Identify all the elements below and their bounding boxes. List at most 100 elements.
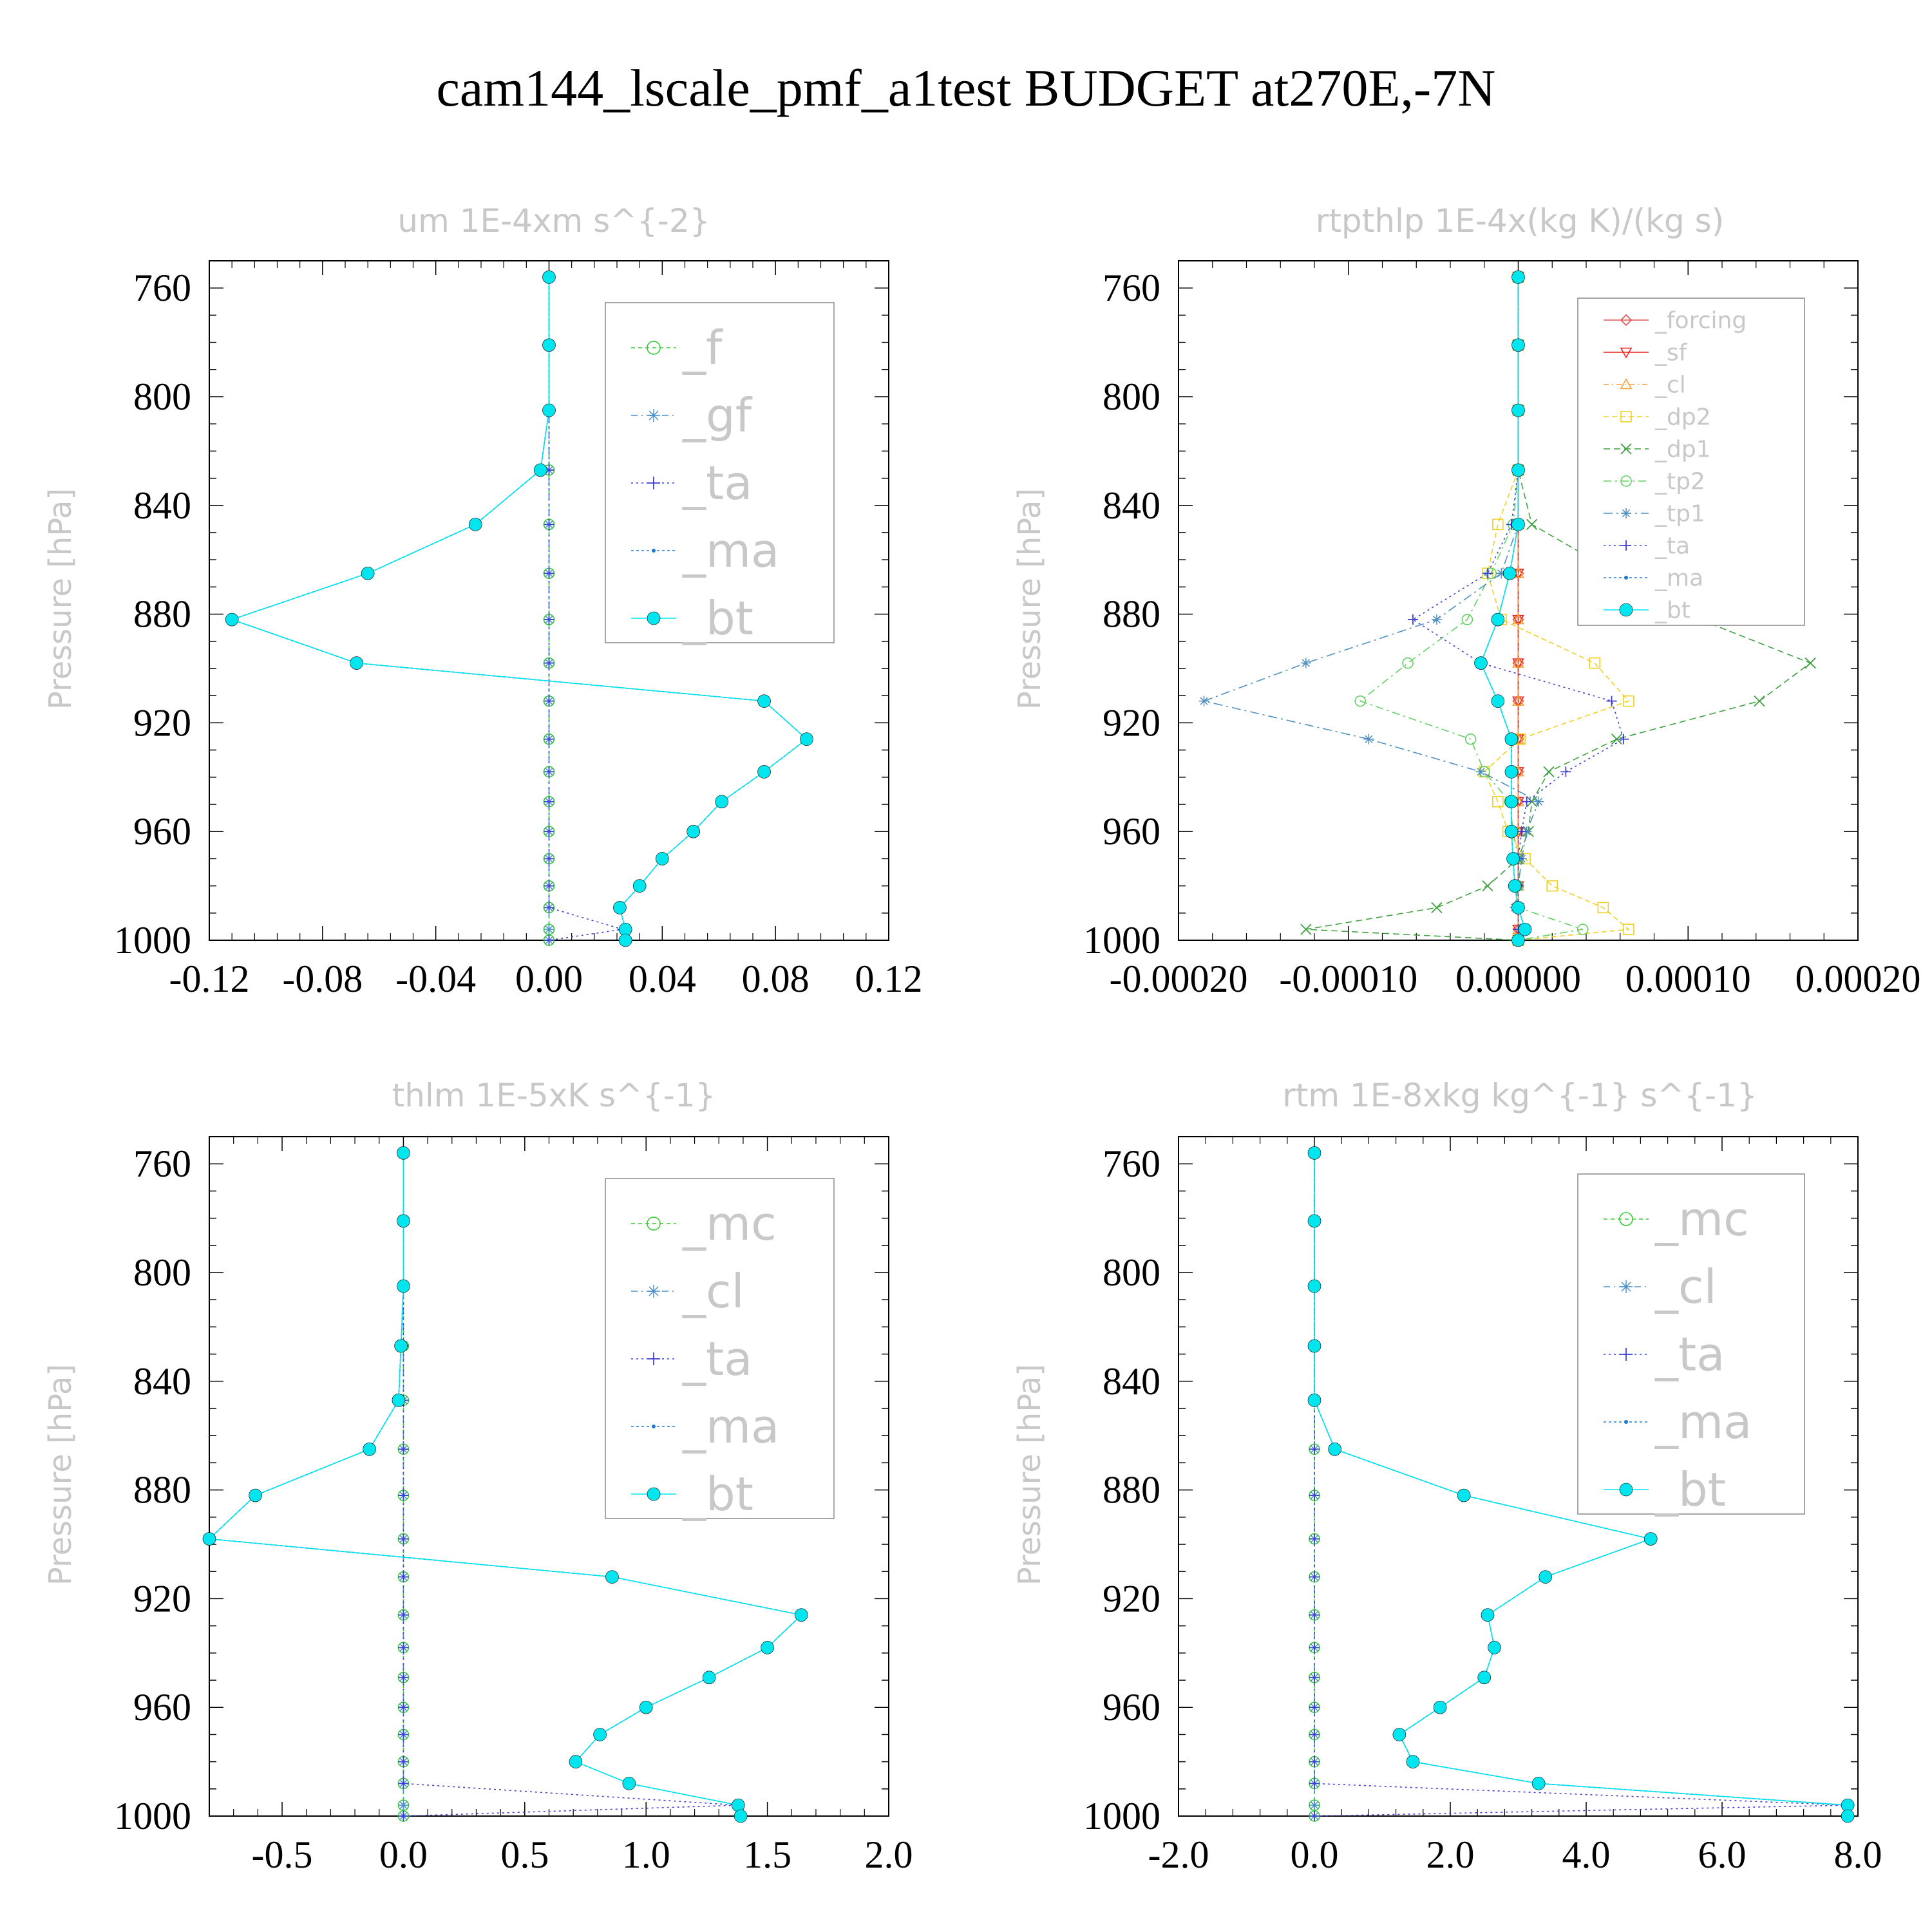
data-point [1491,612,1505,627]
data-point [202,1532,216,1546]
y-tick-label: 920 [133,701,191,744]
legend-marker [1620,378,1633,390]
data-point [1611,734,1623,745]
data-point [1511,403,1525,417]
data-point [398,1490,409,1501]
data-point [1307,1146,1321,1160]
legend-entry: _mc [1654,1192,1749,1246]
data-point [1354,695,1367,707]
y-axis-label-rtpthlp: Pressure [hPa] [1012,488,1048,710]
data-point [1461,614,1473,625]
data-point [398,1444,409,1455]
data-point [398,1729,409,1740]
legend-entry: _dp2 [1654,404,1711,431]
data-point [1475,766,1486,777]
y-tick-label: 800 [1103,1251,1160,1294]
data-point [398,1778,409,1789]
y-tick-label: 760 [133,267,191,309]
x-tick-label: 1.5 [743,1833,791,1876]
data-point [1618,734,1629,744]
data-point [1309,1490,1320,1501]
legend-entry: _bt [682,591,753,645]
data-point [1309,1533,1320,1544]
legend: _forcing _sf _cl _dp2 _dp1 _tp2 _tp1 _ta _ma _bt [1577,298,1805,626]
y-tick-label: 1000 [114,1795,191,1837]
series-bt [225,270,813,947]
data-point [613,901,627,914]
x-tick-label: 4.0 [1562,1833,1611,1876]
series-bt [1307,1146,1855,1823]
data-point [593,1728,607,1741]
data-point [398,1642,409,1653]
data-point [1309,1609,1320,1620]
data-point [544,568,554,579]
data-point [800,732,813,746]
data-point [632,879,647,893]
data-point [732,1798,745,1812]
legend-box [1577,1173,1805,1515]
data-point [392,1394,406,1407]
legend-entry: _ma [1654,565,1703,592]
y-tick-label: 880 [1103,593,1160,636]
data-point [350,656,363,670]
data-point [1464,733,1477,745]
legend-entry: _ma [682,524,779,578]
data-point [1511,338,1525,352]
x-tick-label: -0.00010 [1279,958,1417,1000]
legend-marker [647,409,660,422]
data-point [1526,518,1538,530]
data-point [1512,694,1524,706]
legend-entry: _tp1 [1654,501,1705,527]
data-point [544,902,554,913]
data-point [702,1671,716,1685]
data-point [1309,1756,1320,1767]
legend-marker [1620,443,1632,455]
data-point [1307,1279,1321,1293]
data-point [1511,270,1525,284]
data-point [1392,1728,1406,1741]
y-tick-label: 840 [133,1360,191,1403]
legend-entry: _bt [1654,1463,1726,1517]
data-point [544,880,554,891]
data-point [1506,852,1520,866]
legend-marker [1620,347,1633,359]
data-point [1597,902,1609,914]
data-point [1804,657,1816,669]
legend-marker [652,1425,656,1428]
data-point [542,270,556,284]
y-tick-label: 880 [133,593,191,636]
legend-marker [1621,508,1631,518]
y-tick-label: 960 [1103,810,1160,853]
legend-entry: _ma [1654,1395,1752,1449]
y-tick-label: 920 [133,1577,191,1620]
data-point [1300,658,1311,668]
data-point [618,933,632,947]
legend: _mc _cl _ta _ma _bt [605,1178,835,1521]
data-point [1531,1777,1546,1790]
data-point [1623,923,1634,935]
y-axis-label-rtm: Pressure [hPa] [1012,1364,1048,1586]
data-point [363,1443,376,1456]
legend-marker [1620,1280,1633,1293]
legend-entry: _cl [1654,372,1686,399]
legend-entry: _f [682,321,723,375]
data-point [757,694,771,708]
series-line [1305,277,1812,941]
data-point [1309,1444,1320,1455]
legend-marker [1620,411,1632,422]
data-point [1560,766,1571,777]
data-point [1309,1778,1320,1789]
data-point [761,1641,774,1654]
data-point [1518,922,1532,936]
y-tick-label: 880 [1103,1469,1160,1511]
data-point [398,1800,409,1811]
data-point [1431,902,1443,913]
data-point [225,612,239,627]
legend-entry: _gf [682,388,753,442]
data-point [1492,518,1504,531]
data-point [1474,656,1488,670]
legend-marker [647,341,661,355]
data-point [1431,614,1442,625]
data-point [1307,1214,1321,1228]
x-tick-label: 0.08 [742,958,810,1000]
